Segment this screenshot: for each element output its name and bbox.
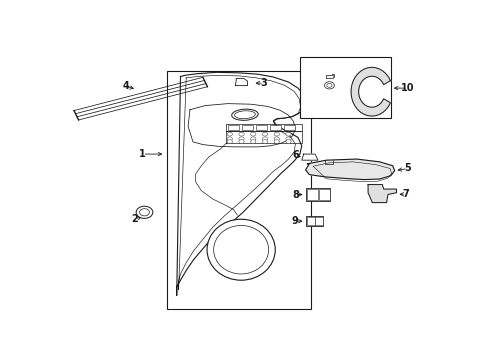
Circle shape: [274, 140, 279, 144]
Bar: [326, 75, 332, 78]
Text: 11: 11: [302, 69, 315, 79]
Polygon shape: [305, 159, 394, 180]
Circle shape: [324, 82, 334, 89]
Bar: [318, 189, 329, 200]
Text: 8: 8: [291, 190, 298, 199]
Bar: [306, 217, 314, 225]
Circle shape: [326, 84, 331, 87]
Ellipse shape: [231, 109, 258, 120]
Text: 2: 2: [131, 214, 138, 224]
Bar: [269, 125, 281, 130]
Text: 6: 6: [291, 150, 298, 161]
Circle shape: [226, 132, 232, 136]
Polygon shape: [301, 154, 317, 160]
Polygon shape: [350, 67, 389, 116]
Circle shape: [285, 137, 290, 141]
Circle shape: [238, 140, 244, 144]
Circle shape: [262, 137, 267, 141]
Circle shape: [274, 132, 279, 136]
Circle shape: [238, 132, 244, 136]
Circle shape: [274, 137, 279, 141]
Bar: [255, 125, 267, 130]
Circle shape: [136, 206, 153, 219]
Bar: [167, 71, 311, 309]
Circle shape: [238, 137, 244, 141]
Bar: [315, 217, 322, 225]
Circle shape: [285, 140, 290, 144]
Circle shape: [262, 132, 267, 136]
Bar: [284, 125, 295, 130]
Circle shape: [250, 140, 255, 144]
Circle shape: [262, 140, 267, 144]
Bar: [305, 188, 329, 201]
Polygon shape: [367, 185, 396, 203]
Circle shape: [226, 137, 232, 141]
Ellipse shape: [213, 225, 268, 274]
Ellipse shape: [206, 219, 275, 280]
Text: 9: 9: [291, 216, 298, 226]
Bar: [299, 57, 390, 118]
Circle shape: [250, 132, 255, 136]
Text: 1: 1: [139, 149, 146, 159]
Bar: [227, 125, 239, 130]
Bar: [305, 216, 322, 226]
Ellipse shape: [234, 111, 255, 119]
Circle shape: [285, 132, 290, 136]
Text: 12: 12: [302, 81, 315, 91]
Bar: [242, 125, 253, 130]
Text: 10: 10: [400, 83, 414, 93]
Text: 7: 7: [402, 189, 408, 199]
Text: 5: 5: [404, 163, 410, 174]
Circle shape: [250, 137, 255, 141]
Circle shape: [226, 140, 232, 144]
Text: 3: 3: [260, 78, 267, 88]
Text: 4: 4: [122, 81, 129, 91]
Bar: [307, 189, 318, 200]
Circle shape: [139, 209, 149, 216]
